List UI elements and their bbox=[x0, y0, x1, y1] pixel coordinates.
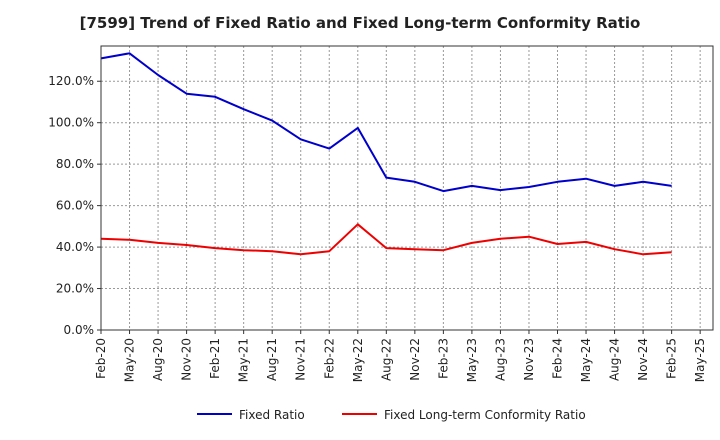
x-tick-label: Nov-21 bbox=[294, 338, 308, 381]
y-tick-label: 0.0% bbox=[64, 323, 95, 337]
y-tick-label: 80.0% bbox=[56, 157, 94, 171]
x-tick-label: May-22 bbox=[351, 338, 365, 382]
x-tick-label: May-24 bbox=[579, 338, 593, 382]
x-tick-label: Feb-23 bbox=[436, 338, 450, 379]
y-tick-label: 100.0% bbox=[48, 116, 94, 130]
x-tick-label: Feb-24 bbox=[551, 338, 565, 379]
series-layer bbox=[100, 52, 672, 256]
x-tick-label: May-23 bbox=[465, 338, 479, 382]
y-tick-label: 60.0% bbox=[56, 199, 94, 213]
series-line-fixed-ratio bbox=[100, 52, 672, 193]
x-tick-label: Feb-25 bbox=[665, 338, 679, 379]
x-tick-label: Feb-20 bbox=[94, 338, 108, 379]
legend-layer: Fixed Ratio Fixed Long-term Conformity Ra… bbox=[197, 408, 586, 422]
x-tick-label: Feb-21 bbox=[208, 338, 222, 379]
legend-label-fixed-long-term-conformity-ratio: Fixed Long-term Conformity Ratio bbox=[384, 408, 586, 422]
x-tick-label: Aug-22 bbox=[379, 338, 393, 381]
axis-layer: 0.0% 20.0% 40.0% 60.0% 80.0% 100.0% 120.0% Feb-… bbox=[48, 45, 714, 382]
x-tick-label: Nov-22 bbox=[408, 338, 422, 381]
x-tick-label: Nov-24 bbox=[636, 338, 650, 381]
x-tick-label: May-21 bbox=[237, 338, 251, 382]
y-tick-label: 40.0% bbox=[56, 240, 94, 254]
y-tick-label: 20.0% bbox=[56, 282, 94, 296]
x-tick-label: May-20 bbox=[123, 338, 137, 382]
x-tick-label: Aug-21 bbox=[265, 338, 279, 381]
legend-label-fixed-ratio: Fixed Ratio bbox=[239, 408, 305, 422]
x-tick-label: May-25 bbox=[693, 338, 707, 382]
x-tick-label: Aug-23 bbox=[493, 338, 507, 381]
grid-layer bbox=[101, 46, 713, 330]
x-tick-label: Nov-23 bbox=[522, 338, 536, 381]
plot-frame bbox=[100, 45, 714, 331]
x-tick-label: Aug-24 bbox=[608, 338, 622, 381]
series-line-fixed-long-term-conformity-ratio bbox=[100, 223, 672, 256]
x-tick-label: Aug-20 bbox=[151, 338, 165, 381]
chart-title: [7599] Trend of Fixed Ratio and Fixed Lo… bbox=[79, 14, 641, 32]
x-tick-label: Nov-20 bbox=[180, 338, 194, 381]
y-tick-label: 120.0% bbox=[48, 74, 94, 88]
x-tick-label: Feb-22 bbox=[322, 338, 336, 379]
